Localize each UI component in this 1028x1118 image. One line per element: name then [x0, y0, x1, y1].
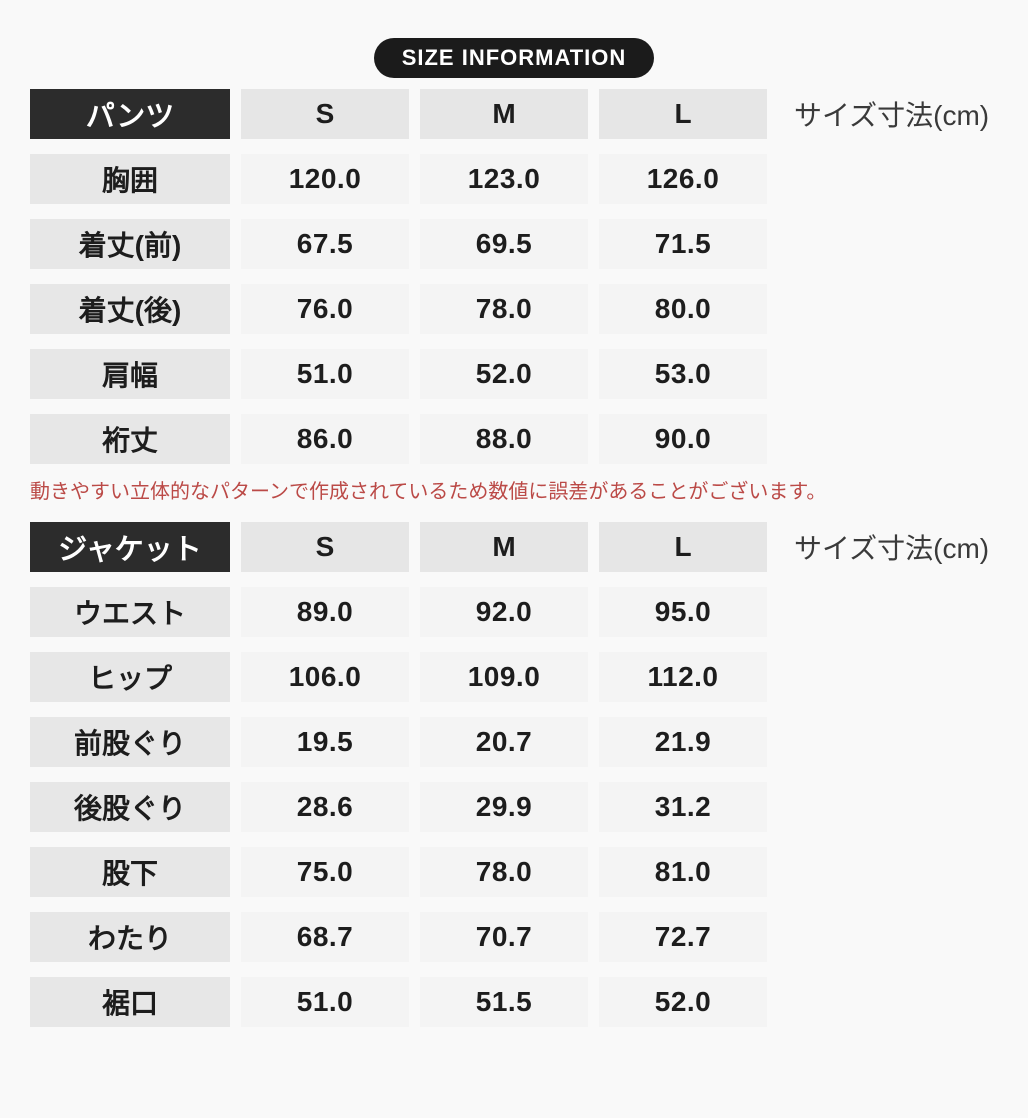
- measurement-value: 76.0: [241, 284, 409, 334]
- measurement-value: 28.6: [241, 782, 409, 832]
- table-header-row: パンツ S M L サイズ寸法(cm): [30, 89, 1000, 139]
- measurement-value: 52.0: [420, 349, 588, 399]
- measurement-value: 20.7: [420, 717, 588, 767]
- measurement-value: 95.0: [599, 587, 767, 637]
- measurement-value: 81.0: [599, 847, 767, 897]
- measurement-value: 120.0: [241, 154, 409, 204]
- measurement-value: 86.0: [241, 414, 409, 464]
- measurement-value: 72.7: [599, 912, 767, 962]
- measurement-row: 裾口 51.0 51.5 52.0: [30, 977, 1000, 1027]
- measurement-value: 89.0: [241, 587, 409, 637]
- unit-label: サイズ寸法(cm): [794, 533, 990, 564]
- measurement-row: 後股ぐり 28.6 29.9 31.2: [30, 782, 1000, 832]
- measurement-row: 肩幅 51.0 52.0 53.0: [30, 349, 1000, 399]
- table-title-cell: パンツ: [30, 89, 230, 139]
- unit-label: サイズ寸法(cm): [794, 100, 990, 131]
- measurement-value: 88.0: [420, 414, 588, 464]
- measurement-value: 31.2: [599, 782, 767, 832]
- measurement-value: 53.0: [599, 349, 767, 399]
- measurement-label: 着丈(後): [30, 284, 230, 334]
- size-information-badge: SIZE INFORMATION: [373, 38, 655, 78]
- measurement-value: 106.0: [241, 652, 409, 702]
- measurement-label: 裾口: [30, 977, 230, 1027]
- size-column-header-l: L: [599, 522, 767, 572]
- measurement-row: ウエスト 89.0 92.0 95.0: [30, 587, 1000, 637]
- measurement-label: 肩幅: [30, 349, 230, 399]
- measurement-label: ヒップ: [30, 652, 230, 702]
- size-table-jacket: ジャケット S M L サイズ寸法(cm) ウエスト 89.0 92.0 95.…: [30, 522, 1000, 1027]
- measurement-value: 51.0: [241, 349, 409, 399]
- note-text: 動きやすい立体的なパターンで作成されているため数値に誤差があることがございます。: [30, 481, 827, 503]
- measurement-value: 78.0: [420, 847, 588, 897]
- measurement-value: 29.9: [420, 782, 588, 832]
- measurement-value: 90.0: [599, 414, 767, 464]
- measurement-label: 裄丈: [30, 414, 230, 464]
- measurement-row: 着丈(後) 76.0 78.0 80.0: [30, 284, 1000, 334]
- size-column-header-m: M: [420, 89, 588, 139]
- measurement-label: 着丈(前): [30, 219, 230, 269]
- measurement-row: 着丈(前) 67.5 69.5 71.5: [30, 219, 1000, 269]
- measurement-value: 78.0: [420, 284, 588, 334]
- size-column-header-m: M: [420, 522, 588, 572]
- measurement-value: 70.7: [420, 912, 588, 962]
- measurement-row: 胸囲 120.0 123.0 126.0: [30, 154, 1000, 204]
- table-header-row: ジャケット S M L サイズ寸法(cm): [30, 522, 1000, 572]
- measurement-value: 109.0: [420, 652, 588, 702]
- size-column-header-l: L: [599, 89, 767, 139]
- measurement-value: 112.0: [599, 652, 767, 702]
- measurement-value: 92.0: [420, 587, 588, 637]
- size-column-header-s: S: [241, 522, 409, 572]
- size-table-pants: パンツ S M L サイズ寸法(cm) 胸囲 120.0 123.0 126.0…: [30, 89, 1000, 464]
- measurement-value: 21.9: [599, 717, 767, 767]
- measurement-label: 前股ぐり: [30, 717, 230, 767]
- measurement-label: 股下: [30, 847, 230, 897]
- measurement-value: 52.0: [599, 977, 767, 1027]
- measurement-value: 126.0: [599, 154, 767, 204]
- measurement-value: 69.5: [420, 219, 588, 269]
- measurement-value: 19.5: [241, 717, 409, 767]
- measurement-row: 前股ぐり 19.5 20.7 21.9: [30, 717, 1000, 767]
- measurement-value: 123.0: [420, 154, 588, 204]
- measurement-label: わたり: [30, 912, 230, 962]
- measurement-value: 80.0: [599, 284, 767, 334]
- measurement-row: 裄丈 86.0 88.0 90.0: [30, 414, 1000, 464]
- measurement-row: わたり 68.7 70.7 72.7: [30, 912, 1000, 962]
- measurement-value: 71.5: [599, 219, 767, 269]
- measurement-row: ヒップ 106.0 109.0 112.0: [30, 652, 1000, 702]
- measurement-value: 75.0: [241, 847, 409, 897]
- measurement-label: 胸囲: [30, 154, 230, 204]
- measurement-label: ウエスト: [30, 587, 230, 637]
- size-column-header-s: S: [241, 89, 409, 139]
- measurement-value: 51.0: [241, 977, 409, 1027]
- measurement-row: 股下 75.0 78.0 81.0: [30, 847, 1000, 897]
- table-title-cell: ジャケット: [30, 522, 230, 572]
- measurement-value: 67.5: [241, 219, 409, 269]
- measurement-value: 51.5: [420, 977, 588, 1027]
- measurement-value: 68.7: [241, 912, 409, 962]
- measurement-label: 後股ぐり: [30, 782, 230, 832]
